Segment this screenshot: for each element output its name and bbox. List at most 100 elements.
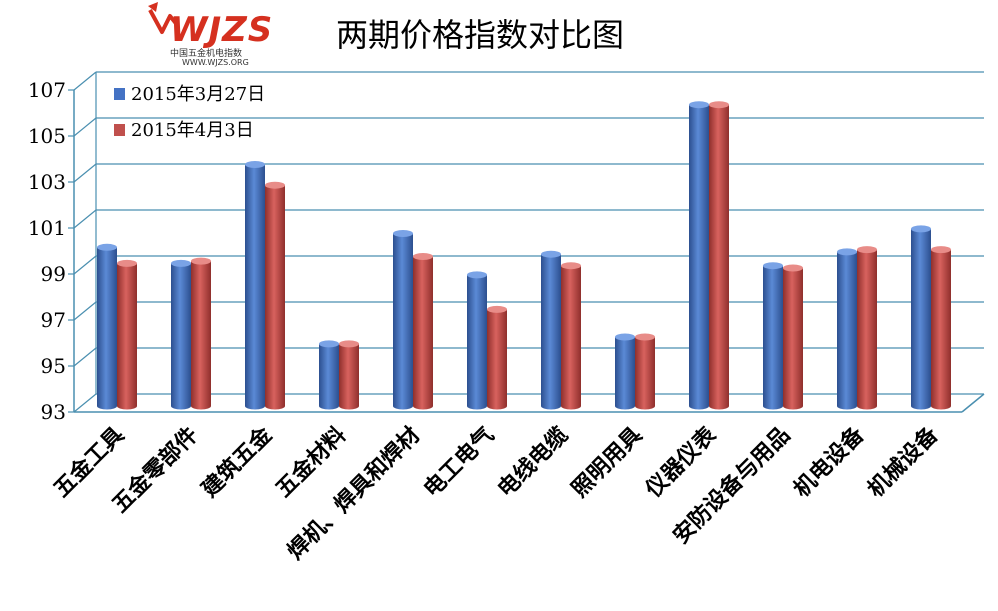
bar-base <box>837 402 857 410</box>
bar-body <box>763 265 783 406</box>
bar-top <box>339 340 359 348</box>
y-tick-label: 97 <box>41 308 66 332</box>
x-tick-label: 电工电气 <box>419 422 500 503</box>
bar-base <box>339 402 359 410</box>
bar <box>319 340 339 410</box>
chart-title: 两期价格指数对比图 <box>336 16 625 54</box>
bar <box>245 161 265 410</box>
legend-label: 2015年4月3日 <box>131 120 254 141</box>
bar <box>615 333 635 410</box>
bar <box>561 262 581 410</box>
bar <box>467 271 487 410</box>
bar <box>171 259 191 410</box>
bar-top <box>393 230 413 237</box>
bar-body <box>171 263 191 406</box>
x-tick-label: 电线电缆 <box>493 422 574 503</box>
bar-top <box>245 161 265 168</box>
bar-body <box>245 164 265 406</box>
bar-top <box>561 262 581 270</box>
bar <box>689 101 709 410</box>
bar-top <box>931 246 951 254</box>
bar <box>393 230 413 410</box>
gridline-depth <box>73 209 97 229</box>
bar <box>117 259 137 410</box>
bar-body <box>339 343 359 406</box>
bar-base <box>541 402 561 410</box>
bar-top <box>97 243 117 251</box>
bar <box>191 257 211 410</box>
bar-top <box>911 225 931 233</box>
bar <box>339 340 359 410</box>
bar-body <box>319 343 339 406</box>
bar-body <box>541 254 561 406</box>
bar-base <box>319 402 339 410</box>
bar-top <box>615 333 635 341</box>
bar-top <box>857 246 877 254</box>
bar-top <box>783 264 803 272</box>
bar-body <box>487 309 507 406</box>
bar-base <box>931 402 951 410</box>
bar-base <box>467 402 487 410</box>
bar-base <box>709 402 729 410</box>
bar-top <box>467 271 487 279</box>
bar <box>97 243 117 410</box>
bar-body <box>393 233 413 406</box>
bar <box>911 225 931 410</box>
bar-top <box>837 248 857 256</box>
y-tick-label: 105 <box>28 124 66 148</box>
bar-body <box>709 104 729 406</box>
bar-top <box>541 250 561 258</box>
bar-top <box>635 333 655 341</box>
bar-body <box>97 247 117 406</box>
bar-base <box>97 402 117 410</box>
bar-base <box>117 402 137 410</box>
bar-top <box>763 262 783 270</box>
bar-base <box>413 402 433 410</box>
gridline-depth <box>73 347 97 367</box>
gridline-depth <box>73 117 97 137</box>
logo-subtitle: 中国五金机电指数 <box>170 49 243 59</box>
bar <box>763 262 783 410</box>
bar-top <box>487 305 507 313</box>
bar-body <box>467 274 487 406</box>
bar-body <box>561 265 581 406</box>
bar <box>931 246 951 410</box>
bar-top <box>413 253 433 260</box>
legend-label: 2015年3月27日 <box>131 84 265 105</box>
bar-base <box>783 402 803 410</box>
y-tick-label: 95 <box>41 354 66 378</box>
bar-body <box>413 256 433 406</box>
y-tick-label: 93 <box>41 400 66 424</box>
bar-body <box>117 263 137 406</box>
bar-base <box>487 402 507 410</box>
bar-base <box>911 402 931 410</box>
x-tick-label: 焊机、焊具和焊材 <box>283 423 425 565</box>
bar-base <box>245 402 265 410</box>
bar-top <box>191 257 211 265</box>
bar-base <box>615 402 635 410</box>
x-tick-label: 建筑五金 <box>197 421 278 502</box>
bar <box>487 305 507 410</box>
x-tick-label: 照明用具 <box>567 423 647 503</box>
gridline-depth <box>73 255 97 275</box>
bar-base <box>265 402 285 410</box>
bar-top <box>689 101 709 109</box>
legend-swatch <box>114 124 125 136</box>
legend-swatch <box>114 88 125 100</box>
bar <box>857 246 877 410</box>
bar-body <box>857 249 877 406</box>
bar-body <box>783 268 803 406</box>
bar-top <box>117 259 137 267</box>
bar-base <box>171 402 191 410</box>
bar-base <box>191 402 211 410</box>
bar-top <box>171 259 191 267</box>
bar-body <box>837 251 857 406</box>
floor-edge <box>961 393 985 413</box>
bar-base <box>857 402 877 410</box>
x-tick-label: 机械设备 <box>863 421 944 502</box>
y-tick-label: 103 <box>28 170 66 194</box>
bar-body <box>689 104 709 406</box>
y-tick-label: 107 <box>28 78 66 102</box>
y-tick-label: 99 <box>41 262 66 286</box>
